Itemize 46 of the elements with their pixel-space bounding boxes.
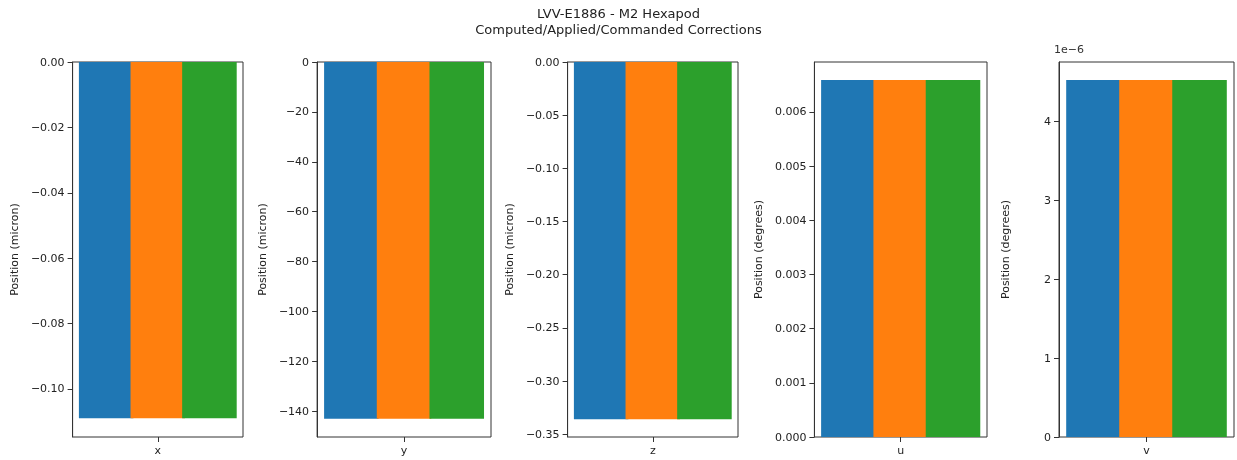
chart-title: LVV-E1886 - M2 Hexapod Computed/Applied/Commanded Corrections — [474, 6, 763, 38]
y-tick-label: −0.15 — [525, 215, 560, 229]
y-tick-label: 0 — [1044, 430, 1051, 444]
y-tick-label: 4 — [1044, 115, 1051, 129]
y-axis-title: Position (degrees) — [999, 199, 1012, 300]
x-tick-label: y — [400, 444, 408, 457]
y-tick-label: 0.006 — [774, 105, 807, 119]
y-tick-label: −0.02 — [30, 120, 65, 134]
y-tick-label: 0.00 — [535, 55, 560, 69]
y-tick-label: 0.004 — [774, 213, 807, 227]
y-tick-label: 1 — [1044, 351, 1051, 365]
x-tick-label: u — [897, 444, 905, 457]
y-tick-label: −0.05 — [525, 108, 560, 122]
y-tick-label: 0.002 — [774, 322, 807, 336]
y-tick-label: 0.001 — [774, 376, 807, 390]
y-tick-label: −0.10 — [525, 161, 560, 175]
y-tick-label: −0.25 — [525, 321, 560, 335]
y-tick-label: −0.06 — [30, 251, 65, 265]
y-tick-label: −0.30 — [525, 374, 560, 388]
x-tick-label: z — [649, 444, 656, 457]
y-tick-label: −100 — [278, 305, 310, 318]
y-tick-label: 0.000 — [774, 430, 807, 444]
y-tick-label: −20 — [285, 105, 310, 119]
y-tick-label: 3 — [1044, 194, 1051, 208]
y-tick-label: −0.08 — [30, 317, 65, 331]
y-tick-label: −120 — [278, 354, 310, 368]
y-tick-label: −80 — [285, 255, 310, 269]
y-tick-label: −60 — [285, 205, 310, 219]
y-tick-label: 2 — [1044, 272, 1051, 286]
y-tick-label: 0.00 — [40, 55, 65, 69]
y-tick-label: −0.04 — [30, 186, 65, 200]
y-tick-label: −0.35 — [525, 427, 560, 441]
y-tick-label: −0.20 — [525, 268, 560, 282]
y-axis-title: Position (micron) — [256, 203, 269, 296]
text: 1e−6 — [1054, 43, 1084, 56]
y-tick-label: −140 — [278, 404, 310, 418]
y-tick-label: 0 — [302, 55, 310, 69]
x-tick-label: x — [154, 444, 162, 457]
y-tick-label: −0.10 — [30, 382, 65, 396]
y-axis-title: Position (micron) — [503, 203, 516, 296]
y-tick-label: −40 — [285, 155, 310, 169]
x-tick-label: v — [1143, 444, 1151, 457]
y-tick-label: 0.005 — [774, 159, 807, 173]
y-axis-title: Position (micron) — [8, 203, 21, 296]
y-axis-title: Position (degrees) — [752, 199, 765, 300]
y-tick-label: 0.003 — [774, 268, 807, 281]
